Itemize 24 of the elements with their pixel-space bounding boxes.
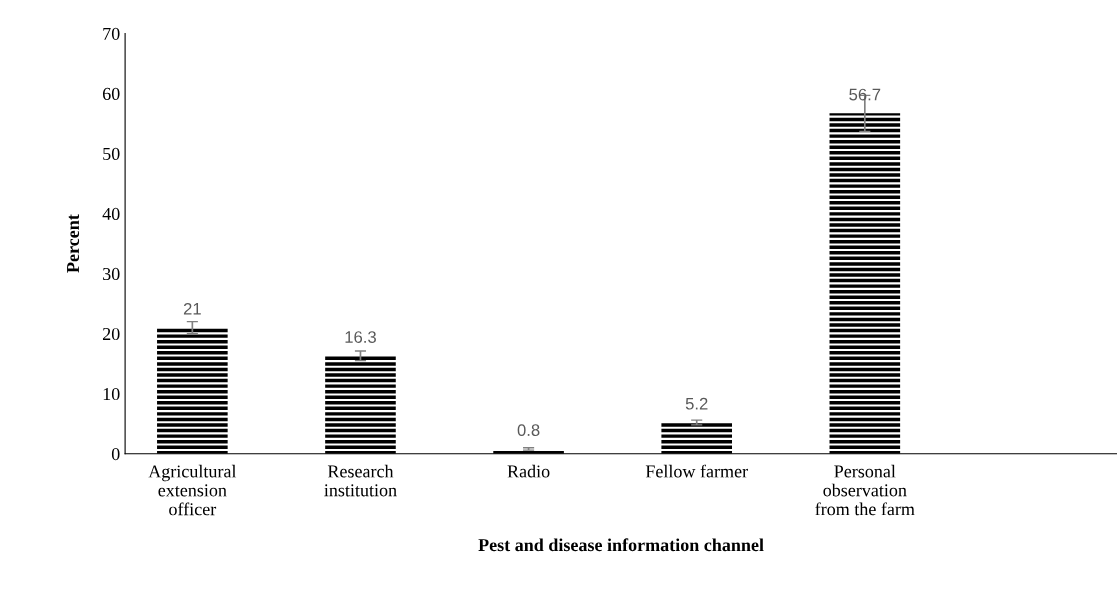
data-label: 21: [183, 302, 201, 315]
x-tick-label: Research institution: [324, 464, 397, 497]
x-tick-label: Agricultural extension officer: [148, 464, 237, 516]
y-tick-label: 40: [102, 207, 120, 221]
x-tick-label: Radio: [507, 464, 550, 478]
y-tick-label: 70: [103, 27, 120, 40]
y-tick-label: 10: [103, 387, 120, 401]
data-label: 16.3: [345, 331, 376, 343]
x-tick-label: Personal observation from the farm: [815, 464, 915, 516]
y-tick-label: 20: [102, 327, 120, 341]
bar: [661, 422, 733, 454]
y-tick-label: 0: [111, 447, 120, 461]
data-label: 5.2: [685, 397, 708, 410]
x-axis-title: Pest and disease information channel: [478, 538, 764, 552]
y-tick-label: 30: [103, 267, 120, 281]
x-tick-label: Fellow farmer: [645, 464, 748, 478]
y-axis-title: Percent: [67, 214, 80, 273]
bar: [157, 327, 228, 454]
y-tick-label: 50: [103, 147, 120, 160]
bar: [325, 355, 396, 454]
bar: [829, 113, 901, 454]
data-label: 0.8: [517, 424, 540, 436]
y-tick-label: 60: [102, 87, 120, 100]
data-label: 56.7: [849, 88, 881, 101]
